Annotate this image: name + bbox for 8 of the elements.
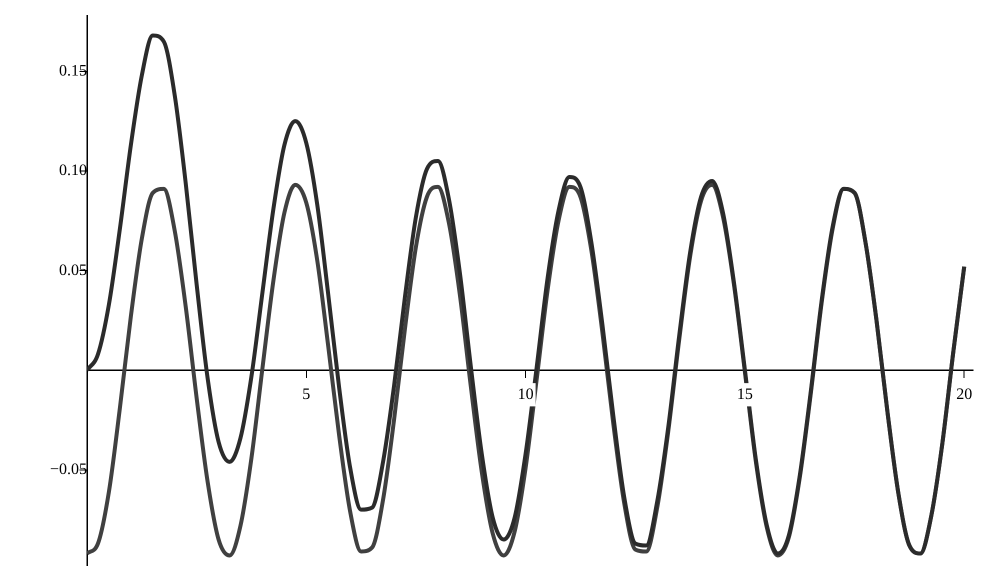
y-tick-label: 0.05 xyxy=(59,262,87,279)
y-tick-label: 0.15 xyxy=(59,62,87,80)
y-tick-label: 0.10 xyxy=(59,162,87,180)
x-tick-label: 20 xyxy=(956,386,972,403)
x-tick-label: 5 xyxy=(302,386,310,403)
y-tick-label: −0.05 xyxy=(50,460,87,478)
x-tick-label: 10 xyxy=(518,386,534,403)
x-tick-label: 15 xyxy=(736,386,753,403)
